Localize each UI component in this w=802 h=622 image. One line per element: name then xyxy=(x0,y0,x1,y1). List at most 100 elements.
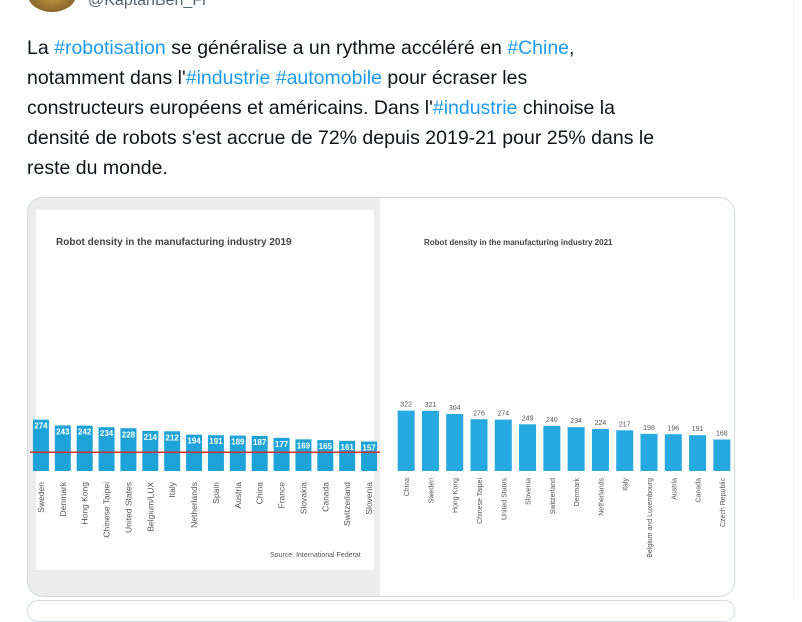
value-label: 224 xyxy=(595,420,607,427)
text: , xyxy=(569,37,575,59)
value-label: 243 xyxy=(56,427,70,436)
value-label: 217 xyxy=(619,421,631,428)
x-tick-label: Canada xyxy=(696,478,703,503)
bar xyxy=(494,419,512,471)
bar xyxy=(446,414,464,471)
tweet-line: notamment dans l'#industrie #automobile … xyxy=(27,63,654,93)
chart-title: Robot density in the manufacturing indus… xyxy=(56,237,292,248)
value-label: 194 xyxy=(187,437,201,446)
value-label: 321 xyxy=(425,402,437,409)
x-tick-label: Chinese Taipei xyxy=(102,482,112,538)
bar xyxy=(567,427,585,471)
page: @KaptanBen_Fr La #robotisation se généra… xyxy=(27,0,802,622)
media[interactable]: Robot density in the manufacturing indus… xyxy=(27,197,735,597)
source: Source: International Federat xyxy=(270,552,361,559)
tweet-line: constructeurs européens et américains. D… xyxy=(27,93,654,123)
charts: Robot density in the manufacturing indus… xyxy=(28,198,734,596)
value-label: 191 xyxy=(692,426,704,433)
bar xyxy=(120,428,137,471)
x-tick-label: Austria xyxy=(671,478,678,500)
sidebar-edge xyxy=(793,0,802,603)
bar xyxy=(229,435,246,471)
avatar[interactable] xyxy=(28,0,76,12)
value-label: 168 xyxy=(716,431,728,438)
bar xyxy=(689,435,707,471)
bar xyxy=(339,440,356,471)
value-label: 249 xyxy=(522,415,534,422)
value-label: 165 xyxy=(319,442,333,451)
value-label: 304 xyxy=(449,405,461,412)
bar xyxy=(543,426,561,471)
bar xyxy=(98,427,115,471)
x-tick-label: Sweden xyxy=(428,478,435,503)
text: notamment dans l' xyxy=(27,67,186,89)
x-tick-label: Spain xyxy=(211,482,221,504)
bar xyxy=(76,425,93,471)
value-label: 242 xyxy=(78,428,92,437)
text: constructeurs européens et américains. D… xyxy=(27,97,433,119)
text: pour écraser les xyxy=(381,67,528,89)
tweet-line: reste du monde. xyxy=(27,153,654,183)
value-label: 198 xyxy=(643,425,655,432)
bar xyxy=(640,433,658,471)
hashtag[interactable]: #Chine xyxy=(507,37,570,59)
x-tick-label: Belgium/LUX xyxy=(145,482,155,532)
hashtag[interactable]: #robotisation xyxy=(54,37,166,59)
x-tick-label: Austria xyxy=(233,482,243,509)
hashtag[interactable]: #industrie xyxy=(432,97,518,119)
value-label: 189 xyxy=(231,438,245,447)
x-tick-label: Switzerland xyxy=(550,478,557,514)
bar xyxy=(470,419,488,471)
hashtag[interactable]: #industrie xyxy=(185,67,271,89)
next-card xyxy=(27,600,735,622)
text: se généralise a un rythme accéléré en xyxy=(165,37,508,59)
x-tick-label: Czech Republic xyxy=(720,478,727,528)
tweet-line: La #robotisation se généralise a un ryth… xyxy=(27,33,654,63)
bar xyxy=(421,410,439,471)
x-tick-label: Slovenia xyxy=(526,478,533,505)
x-tick-label: Italy xyxy=(623,478,630,491)
handle[interactable]: @KaptanBen_Fr xyxy=(88,0,208,9)
x-tick-label: United States xyxy=(501,478,508,521)
value-label: 191 xyxy=(209,437,223,446)
bar xyxy=(273,437,290,471)
right-image-bg xyxy=(380,198,734,596)
value-label: 234 xyxy=(570,418,582,425)
bar xyxy=(616,430,634,471)
value-label: 169 xyxy=(297,441,311,450)
value-label: 274 xyxy=(34,422,48,431)
bar xyxy=(32,419,49,471)
x-tick-label: Denmark xyxy=(574,478,581,507)
bar xyxy=(519,424,537,471)
value-label: 187 xyxy=(253,438,267,447)
bar xyxy=(251,435,268,471)
tweet-line: densité de robots s'est accrue de 72% de… xyxy=(27,123,654,153)
x-tick-label: Chinese Taipei xyxy=(477,478,484,524)
x-tick-label: Denmark xyxy=(58,481,68,516)
x-tick-label: France xyxy=(277,482,287,509)
x-tick-label: China xyxy=(255,482,265,504)
tweet-text: La #robotisation se généralise a un ryth… xyxy=(27,33,654,183)
value-label: 214 xyxy=(144,433,158,442)
x-tick-label: Sweden xyxy=(36,482,46,513)
bar xyxy=(713,439,731,471)
left-plot-bg xyxy=(36,210,374,570)
value-label: 177 xyxy=(275,440,289,449)
value-label: 234 xyxy=(100,429,114,438)
text: chinoise la xyxy=(517,97,615,119)
x-tick-label: Italy xyxy=(167,481,177,497)
bar xyxy=(142,430,159,471)
x-tick-label: United States xyxy=(123,482,133,533)
x-tick-label: Canada xyxy=(320,482,330,512)
value-label: 274 xyxy=(497,411,509,418)
bar xyxy=(397,410,415,471)
hashtag[interactable]: #automobile xyxy=(275,67,382,89)
x-tick-label: Slovakia xyxy=(298,482,308,514)
x-tick-label: Switzerland xyxy=(342,482,352,526)
value-label: 157 xyxy=(362,444,376,453)
chart-title: Robot density in the manufacturing indus… xyxy=(424,238,613,247)
x-tick-label: Slovenia xyxy=(364,482,374,515)
value-label: 228 xyxy=(122,430,136,439)
x-tick-label: Netherlands xyxy=(598,478,605,516)
bar xyxy=(54,425,71,471)
